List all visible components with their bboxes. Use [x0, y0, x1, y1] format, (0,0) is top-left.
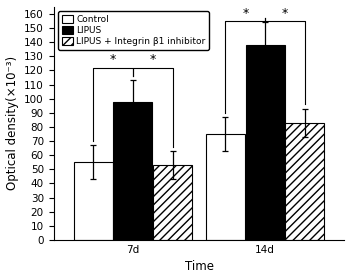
Y-axis label: Optical density(×10⁻³): Optical density(×10⁻³) [6, 56, 19, 191]
Bar [153, 165, 192, 240]
Legend: Control, LIPUS, LIPUS + Integrin β1 inhibitor: Control, LIPUS, LIPUS + Integrin β1 inhi… [58, 11, 209, 50]
Text: *: * [149, 53, 156, 66]
Bar [285, 123, 324, 240]
Text: *: * [110, 53, 116, 66]
Bar [113, 102, 152, 240]
Text: *: * [282, 7, 288, 20]
Bar [246, 45, 285, 240]
Bar [74, 162, 113, 240]
Bar [206, 134, 245, 240]
X-axis label: Time: Time [184, 260, 214, 273]
Text: *: * [242, 7, 248, 20]
